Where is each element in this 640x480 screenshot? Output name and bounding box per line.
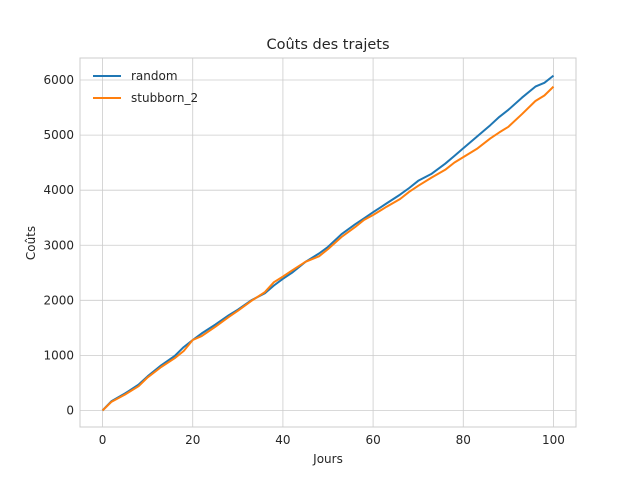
y-tick-label: 1000: [43, 348, 74, 362]
y-tick-label: 5000: [43, 128, 74, 142]
plot-area: [79, 57, 577, 428]
x-tick-label: 100: [542, 433, 565, 447]
chart-title: Coûts des trajets: [266, 37, 389, 53]
y-tick-label: 4000: [43, 183, 74, 197]
y-tick-label: 0: [66, 403, 74, 417]
x-axis-ticks: 0 20 40 60 80 100: [99, 433, 565, 447]
y-axis-ticks: 0 1000 2000 3000 4000 5000 6000: [43, 73, 74, 417]
x-tick-label: 60: [365, 433, 380, 447]
y-axis-label: Coûts: [24, 226, 38, 260]
x-grid: [102, 58, 554, 427]
series-lines: [101, 74, 555, 412]
y-tick-label: 2000: [43, 293, 74, 307]
x-tick-label: 80: [456, 433, 471, 447]
series-line-random: [101, 74, 555, 412]
y-tick-label: 6000: [43, 73, 74, 87]
x-axis-label: Jours: [312, 452, 343, 466]
legend: random stubborn_2: [93, 69, 198, 105]
y-grid: [80, 79, 576, 411]
series-line-stubborn-2: [101, 85, 555, 412]
legend-label-random: random: [131, 69, 178, 83]
y-tick-label: 3000: [43, 238, 74, 252]
x-tick-label: 40: [275, 433, 290, 447]
x-tick-label: 20: [185, 433, 200, 447]
x-tick-label: 0: [99, 433, 107, 447]
legend-label-stubborn-2: stubborn_2: [131, 91, 198, 105]
